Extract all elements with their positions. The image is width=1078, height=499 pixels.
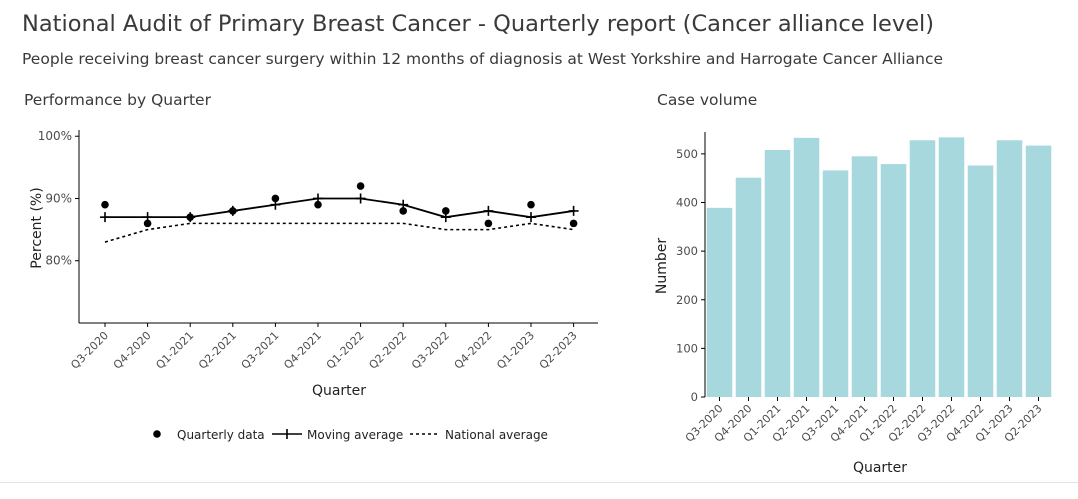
moving-average-line (105, 197, 574, 219)
case-volume-bar (764, 149, 791, 397)
page-title: National Audit of Primary Breast Cancer … (22, 11, 935, 37)
legend-national-average-label: National average (445, 428, 548, 442)
y-tick-label: 90% (45, 191, 72, 205)
legend-moving-average-marker (272, 429, 302, 439)
y-tick-label: 100% (38, 129, 72, 143)
quarterly-data-point (399, 207, 408, 215)
y-tick-label: 500 (676, 147, 698, 161)
moving-average-point (483, 205, 494, 216)
x-axis-title: Quarter (853, 460, 907, 476)
quarterly-data-point (143, 219, 152, 228)
case-volume-bar (735, 177, 762, 397)
moving-average-point (355, 193, 366, 204)
case-volume-bar (880, 164, 907, 397)
legend-moving-average-label: Moving average (307, 428, 403, 442)
case-volume-bar (851, 156, 878, 397)
case-volume-bar (909, 140, 936, 397)
quarterly-data-point (484, 219, 493, 228)
quarterly-data-point (314, 200, 322, 209)
case-volume-bar (1025, 145, 1052, 397)
quarterly-data-point (527, 200, 535, 209)
case-volume-chart-title: Case volume (657, 91, 758, 109)
y-tick-label: 200 (676, 293, 698, 307)
quarterly-data-point (101, 200, 109, 209)
bottom-divider (0, 482, 1078, 483)
x-axis-title: Quarter (312, 383, 366, 399)
legend-quarterly-data-label: Quarterly data (177, 428, 265, 442)
case-volume-bar (938, 137, 965, 397)
case-volume-bar (996, 140, 1023, 397)
case-volume-bar (822, 170, 849, 397)
performance-chart-title: Performance by Quarter (24, 91, 211, 109)
quarterly-data-point (356, 182, 365, 190)
page-subtitle: People receiving breast cancer surgery w… (22, 50, 944, 68)
y-axis-title: Percent (%) (29, 187, 45, 268)
moving-average-point (100, 212, 110, 223)
legend-quarterly-data-marker (153, 430, 161, 438)
quarterly-data-point (569, 219, 578, 228)
quarterly-data-point (229, 207, 237, 215)
quarterly-data-point (271, 194, 280, 203)
y-tick-label: 80% (45, 254, 72, 268)
national-average-line (104, 222, 574, 243)
performance-line-chart: 80%90%100%Q3-2020 Q4-2020 Q1-2021 Q2-2021 Q3… (29, 129, 598, 442)
y-tick-label: 300 (676, 244, 698, 258)
y-tick-label: 0 (691, 390, 698, 404)
quarterly-data-point (186, 213, 194, 221)
moving-average-point (568, 205, 579, 216)
case-volume-bar (706, 207, 733, 397)
y-tick-label: 400 (676, 196, 698, 210)
case-volume-bar (793, 137, 820, 397)
moving-average-point (526, 212, 536, 223)
case-volume-bar (967, 165, 994, 397)
y-tick-label: 100 (676, 341, 698, 355)
quarterly-data-point (442, 207, 450, 215)
y-axis-title: Number (654, 238, 670, 294)
